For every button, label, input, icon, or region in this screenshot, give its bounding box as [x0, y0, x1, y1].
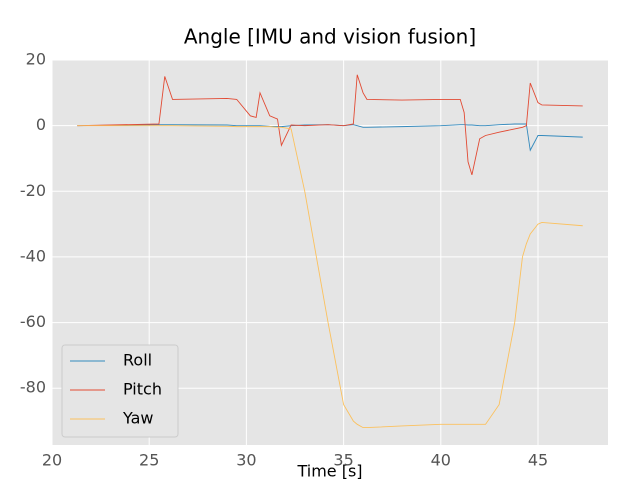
- x-tick-label: 25: [139, 451, 159, 470]
- x-tick-label: 35: [333, 451, 353, 470]
- y-tick-label: -80: [20, 378, 46, 397]
- x-tick-label: 20: [42, 451, 62, 470]
- legend-label: Roll: [123, 351, 152, 370]
- legend-label: Pitch: [123, 380, 162, 399]
- y-tick-label: -60: [20, 312, 46, 331]
- x-tick-label: 30: [236, 451, 256, 470]
- y-tick-label: 0: [36, 115, 46, 134]
- x-tick-label: 40: [431, 451, 451, 470]
- x-tick-label: 45: [528, 451, 548, 470]
- y-tick-label: 20: [26, 50, 46, 69]
- legend-label: Yaw: [122, 409, 153, 428]
- y-tick-label: -20: [20, 181, 46, 200]
- series-line: [77, 123, 583, 152]
- series-line: [77, 125, 583, 429]
- chart-title: Angle [IMU and vision fusion]: [184, 25, 476, 49]
- series-line: [77, 74, 583, 176]
- y-tick-label: -40: [20, 246, 46, 265]
- x-axis-label: Time [s]: [296, 462, 362, 481]
- legend-box: [61, 344, 179, 438]
